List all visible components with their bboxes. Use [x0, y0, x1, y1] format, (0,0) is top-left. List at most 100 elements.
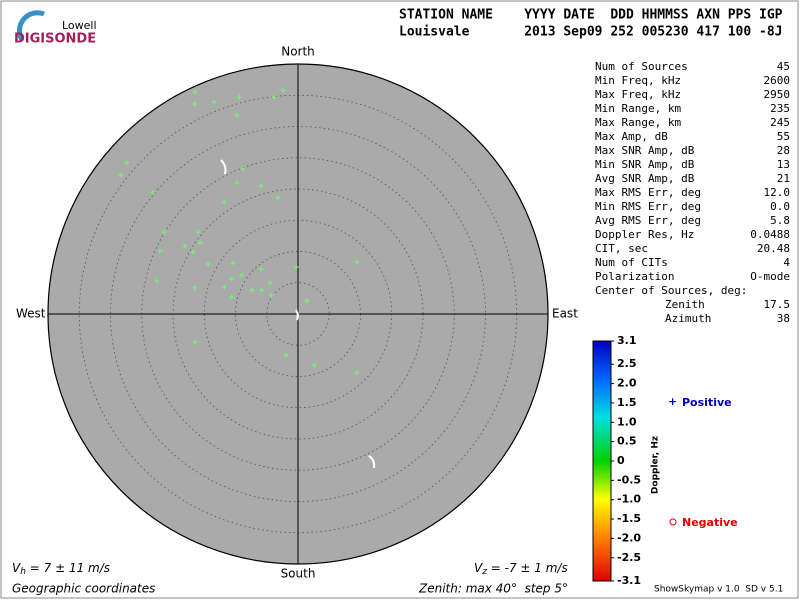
source-point	[124, 160, 130, 166]
version-label: ShowSkymap v 1.0 SD v 5.1	[654, 585, 783, 595]
trace	[368, 455, 376, 469]
source-point	[221, 284, 227, 290]
stat-label: Avg SNR Amp, dB	[595, 172, 695, 185]
colorbar	[592, 340, 612, 582]
source-point	[150, 189, 156, 195]
stat-value: 17.5	[764, 298, 791, 311]
logo-main: DIGISONDE	[14, 32, 96, 47]
direction-label: West	[16, 307, 46, 321]
source-point	[230, 260, 236, 266]
source-point	[157, 248, 163, 254]
source-point	[192, 101, 198, 107]
colorbar-tick-label: 3.1	[617, 334, 637, 347]
stat-value: 4	[783, 256, 790, 269]
direction-label: East	[552, 307, 578, 321]
legend-symbol	[669, 518, 677, 526]
source-point	[293, 264, 299, 270]
source-point	[258, 266, 264, 272]
stat-value: 2600	[764, 74, 791, 87]
stat-label: Num of Sources	[595, 60, 688, 73]
source-point	[259, 287, 265, 293]
colorbar-tick-label: 2.0	[617, 377, 637, 390]
stat-label: Doppler Res, Hz	[595, 228, 694, 241]
source-point	[190, 249, 196, 255]
stat-label: Max Range, km	[595, 116, 681, 129]
source-point	[118, 172, 124, 178]
stat-value: 20.48	[757, 242, 790, 255]
source-point	[221, 199, 227, 205]
direction-label: South	[281, 567, 316, 581]
stat-value: 55	[777, 130, 790, 143]
logo-top: Lowell	[62, 19, 97, 32]
vz-label: Vz = -7 ± 1 m/s	[474, 561, 568, 577]
colorbar-tick-label: -3.1	[617, 574, 641, 587]
stat-label: Azimuth	[665, 312, 711, 325]
stat-label: Max Amp, dB	[595, 130, 668, 143]
zenith-label: Zenith: max 40° step 5°	[418, 582, 568, 596]
trace	[295, 309, 299, 321]
source-point	[275, 195, 281, 201]
colorbar-tick-label: -0.5	[617, 473, 641, 486]
stat-value: 12.0	[764, 186, 791, 199]
source-point	[234, 112, 240, 118]
colorbar-tick-label: -2.0	[617, 531, 641, 544]
source-point	[267, 280, 273, 286]
colorbar-tick-label: -1.5	[617, 512, 641, 525]
source-point	[271, 94, 277, 100]
stat-value: 21	[777, 172, 790, 185]
source-point	[234, 180, 240, 186]
stat-label: Min SNR Amp, dB	[595, 158, 695, 171]
stat-value: O-mode	[750, 270, 790, 283]
stat-value: 235	[770, 102, 790, 115]
source-point	[161, 229, 167, 235]
source-point	[354, 259, 360, 265]
coords-label: Geographic coordinates	[12, 582, 155, 596]
source-point	[354, 370, 360, 376]
colorbar-tick-label: 1.5	[617, 396, 637, 409]
stat-value: 245	[770, 116, 790, 129]
source-point	[205, 261, 211, 267]
header-line: Louisvale 2013 Sep09 252 005230 417 100 …	[399, 25, 783, 40]
colorbar-tick-label: 0.5	[617, 435, 637, 448]
source-point	[239, 272, 245, 278]
legend-symbol: +	[668, 395, 677, 408]
trace	[220, 159, 227, 175]
stat-value: 0.0488	[750, 228, 790, 241]
stat-label: Min Freq, kHz	[595, 74, 681, 87]
source-point	[280, 87, 286, 93]
direction-label: North	[281, 45, 315, 59]
colorbar-tick-label: 2.5	[617, 357, 637, 370]
stat-label: Polarization	[595, 270, 674, 283]
source-point	[192, 339, 198, 345]
stat-label: Min RMS Err, deg	[595, 200, 701, 213]
source-point	[311, 362, 317, 368]
stat-label: Num of CITs	[595, 256, 668, 269]
source-point	[195, 229, 201, 235]
colorbar-label: Doppler, Hz	[651, 436, 661, 494]
source-point	[249, 287, 255, 293]
legend-label: Positive	[682, 396, 732, 409]
source-point	[269, 292, 275, 298]
colorbar-tick-label: 1.0	[617, 415, 637, 428]
source-point	[304, 298, 310, 304]
stat-value: 5.8	[770, 214, 790, 227]
stat-label: Min Range, km	[595, 102, 681, 115]
source-point	[236, 94, 242, 100]
colorbar-tick-label: -1.0	[617, 493, 641, 506]
source-point	[240, 166, 246, 172]
source-point	[283, 352, 289, 358]
stat-label: Max SNR Amp, dB	[595, 144, 695, 157]
source-point	[229, 276, 235, 282]
header-line: STATION NAME YYYY DATE DDD HHMMSS AXN PP…	[399, 8, 783, 23]
stat-value: 13	[777, 158, 790, 171]
stat-value: 28	[777, 144, 790, 157]
colorbar-tick-label: -2.5	[617, 551, 641, 564]
source-point	[258, 183, 264, 189]
source-point	[211, 99, 217, 105]
source-point	[182, 243, 188, 249]
stat-value: 45	[777, 60, 790, 73]
stat-value: 0.0	[770, 200, 790, 213]
stat-label: Max Freq, kHz	[595, 88, 681, 101]
stat-value: 38	[777, 312, 790, 325]
